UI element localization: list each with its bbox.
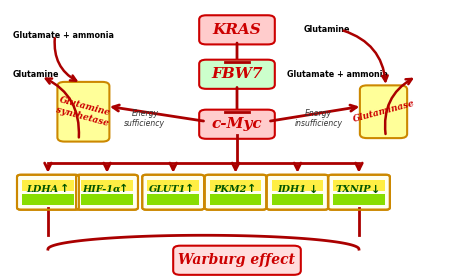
FancyBboxPatch shape (57, 82, 109, 141)
Text: Energy
insufficiency: Energy insufficiency (294, 109, 342, 128)
FancyBboxPatch shape (205, 175, 266, 210)
Text: c-Myc: c-Myc (212, 117, 262, 131)
FancyBboxPatch shape (360, 85, 407, 138)
Text: LDHA: LDHA (26, 185, 58, 194)
FancyBboxPatch shape (199, 110, 275, 139)
FancyBboxPatch shape (333, 180, 385, 191)
Text: FBW7: FBW7 (211, 67, 263, 81)
Text: GLUT1: GLUT1 (149, 185, 186, 194)
Text: ↑: ↑ (60, 184, 69, 194)
Text: ↓: ↓ (371, 184, 380, 194)
FancyBboxPatch shape (81, 194, 133, 205)
FancyBboxPatch shape (17, 175, 79, 210)
FancyBboxPatch shape (272, 194, 323, 205)
FancyBboxPatch shape (142, 175, 204, 210)
Text: Glutamine
synthetase: Glutamine synthetase (55, 95, 112, 128)
Text: KRAS: KRAS (213, 23, 261, 37)
Text: IDH1: IDH1 (277, 185, 306, 194)
Text: HIF-1α: HIF-1α (82, 185, 120, 194)
FancyBboxPatch shape (22, 194, 74, 205)
FancyBboxPatch shape (210, 180, 261, 191)
Text: Warburg effect: Warburg effect (179, 253, 295, 267)
FancyBboxPatch shape (147, 180, 199, 191)
Text: ↓: ↓ (309, 184, 319, 194)
FancyBboxPatch shape (76, 175, 138, 210)
Text: ↑: ↑ (185, 184, 194, 194)
FancyBboxPatch shape (333, 194, 385, 205)
FancyBboxPatch shape (147, 194, 199, 205)
FancyBboxPatch shape (199, 15, 275, 44)
Text: ↑: ↑ (118, 184, 128, 194)
Text: Glutamine: Glutamine (12, 70, 59, 79)
Text: ↑: ↑ (247, 184, 256, 194)
Text: Glutamate + ammonia: Glutamate + ammonia (287, 70, 388, 79)
FancyBboxPatch shape (272, 180, 323, 191)
Text: Energy
sufficiency: Energy sufficiency (124, 109, 165, 128)
FancyBboxPatch shape (210, 194, 261, 205)
Text: TXNIP: TXNIP (336, 185, 371, 194)
FancyBboxPatch shape (81, 180, 133, 191)
Text: Glutamine: Glutamine (303, 25, 350, 34)
FancyBboxPatch shape (199, 60, 275, 89)
Text: Glutamate + ammonia: Glutamate + ammonia (12, 31, 113, 40)
FancyBboxPatch shape (328, 175, 390, 210)
Text: Glutaminase: Glutaminase (352, 99, 415, 124)
FancyBboxPatch shape (173, 246, 301, 275)
Text: PKM2: PKM2 (213, 185, 246, 194)
FancyBboxPatch shape (266, 175, 328, 210)
FancyBboxPatch shape (22, 180, 74, 191)
